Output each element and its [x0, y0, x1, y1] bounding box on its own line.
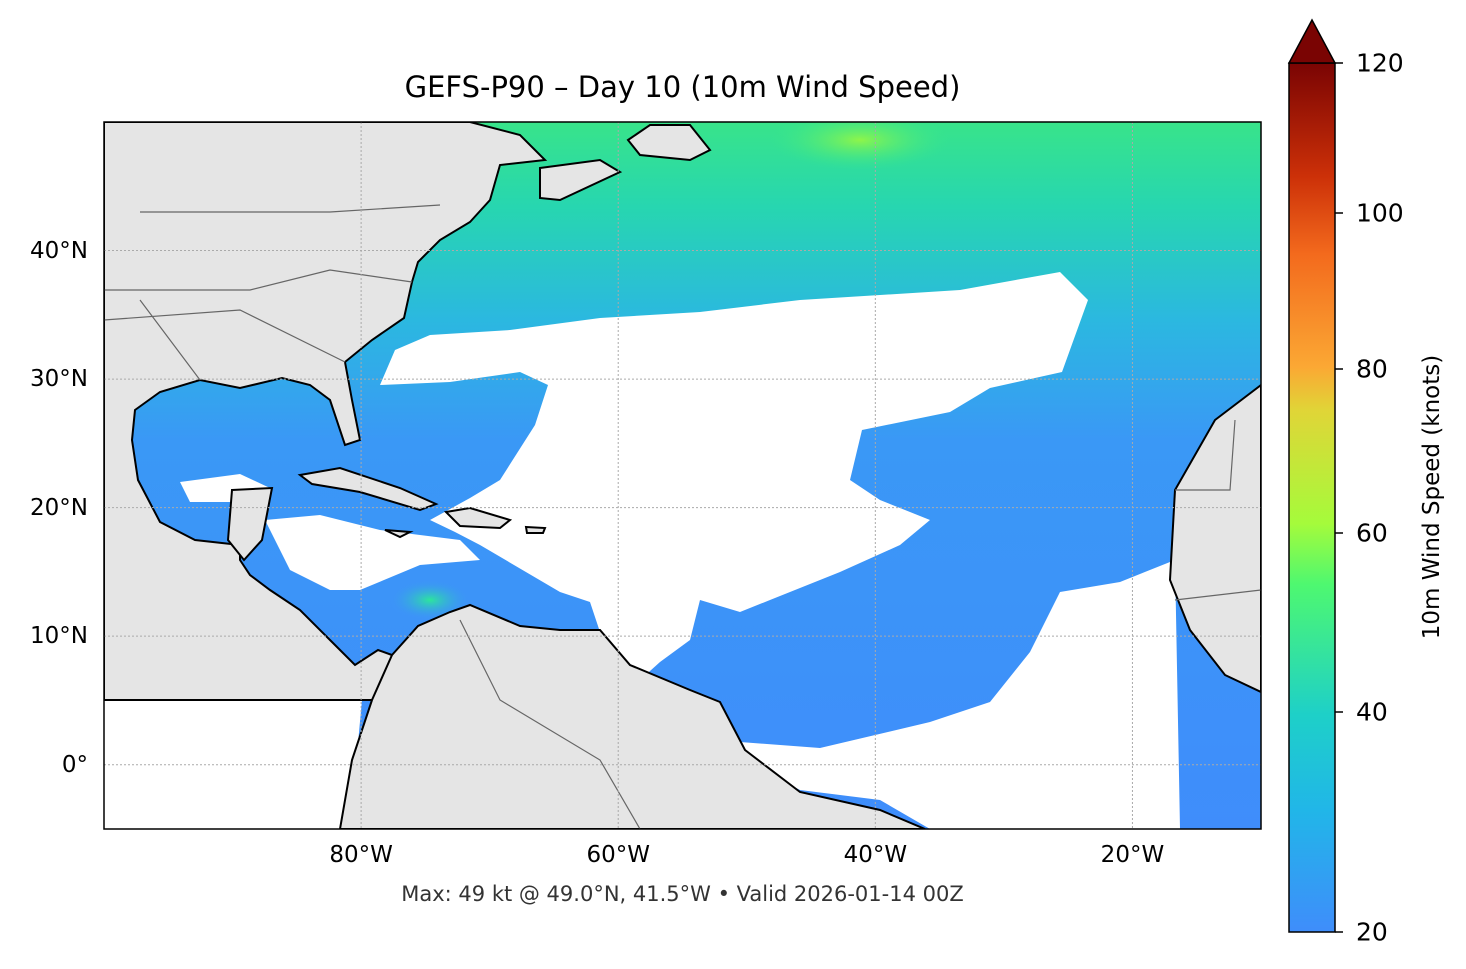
colorbar-extend-arrow	[1287, 18, 1337, 64]
south-america	[338, 603, 926, 829]
max-wind-footer: Max: 49 kt @ 49.0°N, 41.5°W • Valid 2026…	[401, 882, 964, 906]
colorbar-tick-label: 80	[1356, 354, 1388, 384]
lon-tick-label: 80°W	[329, 842, 393, 868]
lon-tick-label: 20°W	[1100, 842, 1165, 868]
yucatan	[226, 486, 274, 562]
lon-tick-label: 60°W	[586, 842, 650, 868]
lat-tick-label: 10°N	[30, 623, 88, 650]
hispaniola	[443, 506, 513, 530]
puerto-rico	[524, 525, 547, 534]
north-america	[104, 122, 548, 701]
colorbar-tick-label: 20	[1356, 917, 1388, 947]
gridlines	[104, 122, 1261, 829]
lon-tick-label: 40°W	[843, 842, 908, 868]
cuba	[297, 466, 439, 512]
newfoundland	[626, 124, 712, 162]
colorbar-tick-label: 100	[1356, 198, 1404, 228]
colorbar-tick-label: 120	[1356, 48, 1404, 78]
colorbar-label: 10m Wind Speed (knots)	[1419, 354, 1445, 640]
colorbar	[1287, 18, 1343, 933]
colorbar-tick-label: 60	[1356, 518, 1388, 548]
lat-tick-label: 40°N	[30, 237, 88, 264]
lat-tick-label: 0°	[61, 751, 88, 778]
max-wind-area	[770, 122, 950, 170]
africa	[1168, 383, 1261, 694]
borders	[104, 204, 1261, 829]
map-frame	[103, 121, 1262, 830]
lat-tick-label: 20°N	[30, 494, 88, 521]
caribbean-jet	[390, 580, 470, 620]
jamaica	[384, 529, 414, 539]
nova-scotia	[539, 158, 623, 202]
land	[104, 122, 1261, 829]
map-title: GEFS-P90 – Day 10 (10m Wind Speed)	[404, 70, 961, 104]
lat-tick-label: 30°N	[30, 366, 88, 393]
colorbar-tick-label: 40	[1356, 697, 1388, 727]
